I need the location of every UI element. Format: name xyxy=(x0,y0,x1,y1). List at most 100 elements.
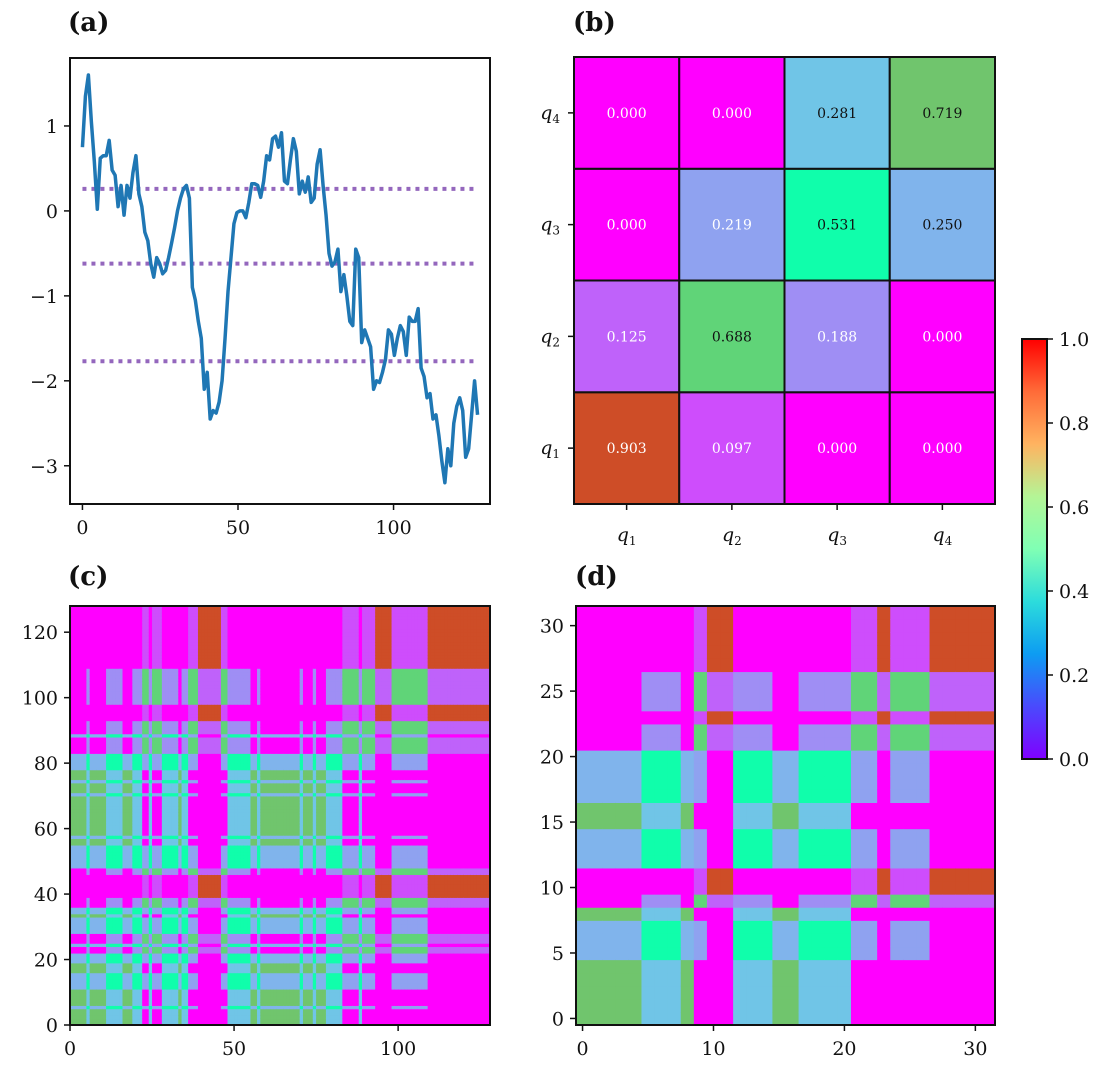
recurrence-cell xyxy=(184,733,189,738)
recurrence-cell xyxy=(112,982,117,987)
recurrence-cell xyxy=(92,998,97,1003)
recurrence-cell xyxy=(79,805,84,810)
recurrence-cell xyxy=(145,786,150,790)
recurrence-cell xyxy=(191,786,196,790)
recurrence-cell xyxy=(142,858,147,862)
recurrence-cell xyxy=(194,959,199,964)
recurrence-cell xyxy=(92,894,97,898)
recurrence-cell xyxy=(138,642,143,646)
recurrence-cell xyxy=(138,812,143,817)
recurrence-cell xyxy=(102,743,107,748)
recurrence-cell xyxy=(92,831,97,836)
recurrence-cell xyxy=(161,802,166,807)
recurrence-cell xyxy=(161,933,166,938)
recurrence-cell xyxy=(132,992,137,997)
recurrence-cell xyxy=(92,939,97,944)
recurrence-cell xyxy=(112,992,117,997)
recurrence-cell xyxy=(115,714,120,718)
recurrence-cell xyxy=(99,998,104,1003)
recurrence-cell xyxy=(79,753,84,758)
recurrence-cell xyxy=(165,890,170,895)
recurrence-cell xyxy=(112,678,117,682)
recurrence-cell xyxy=(135,756,140,761)
recurrence-cell xyxy=(175,681,179,686)
recurrence-cell xyxy=(79,664,84,669)
recurrence-cell xyxy=(161,756,166,761)
recurrence-cell xyxy=(145,700,150,705)
recurrence-cell xyxy=(194,969,199,974)
recurrence-cell xyxy=(83,959,88,964)
recurrence-cell xyxy=(165,815,170,820)
recurrence-cell xyxy=(171,851,176,856)
recurrence-cell xyxy=(171,779,176,784)
recurrence-cell xyxy=(152,648,156,653)
recurrence-cell xyxy=(106,740,110,745)
recurrence-cell xyxy=(86,658,91,663)
recurrence-cell xyxy=(152,887,156,892)
recurrence-cell xyxy=(96,920,101,925)
recurrence-cell xyxy=(83,619,88,623)
recurrence-cell xyxy=(92,975,97,980)
recurrence-cell xyxy=(102,632,107,637)
recurrence-cell xyxy=(168,795,173,800)
recurrence-cell xyxy=(152,956,156,961)
recurrence-cell xyxy=(125,759,130,764)
recurrence-cell xyxy=(152,992,156,997)
recurrence-cell xyxy=(79,658,84,663)
x-tick-label: 100 xyxy=(375,517,411,539)
recurrence-cell xyxy=(145,609,150,614)
recurrence-cell xyxy=(155,985,160,990)
recurrence-cell xyxy=(168,982,173,987)
recurrence-cell xyxy=(148,920,153,925)
recurrence-cell xyxy=(178,779,183,784)
recurrence-cell xyxy=(86,831,91,836)
recurrence-cell xyxy=(106,645,110,650)
recurrence-cell xyxy=(125,926,130,931)
recurrence-cell xyxy=(175,684,179,689)
recurrence-cell xyxy=(175,772,179,777)
recurrence-cell xyxy=(109,743,114,748)
recurrence-cell xyxy=(99,844,104,849)
recurrence-cell xyxy=(145,841,150,846)
recurrence-cell xyxy=(102,750,107,754)
recurrence-cell xyxy=(96,861,101,866)
recurrence-cell xyxy=(152,812,156,817)
recurrence-cell xyxy=(109,822,114,826)
recurrence-cell xyxy=(115,681,120,686)
recurrence-cell xyxy=(79,746,84,751)
recurrence-cell xyxy=(89,923,94,928)
recurrence-cell xyxy=(181,828,186,833)
recurrence-cell xyxy=(171,645,176,650)
recurrence-cell xyxy=(119,700,124,705)
recurrence-cell xyxy=(119,792,124,797)
recurrence-cell xyxy=(70,1021,74,1026)
recurrence-cell xyxy=(148,995,153,1000)
recurrence-cell xyxy=(119,877,124,882)
recurrence-cell xyxy=(102,733,107,738)
recurrence-cell xyxy=(125,988,130,993)
recurrence-cell xyxy=(148,979,153,984)
recurrence-cell xyxy=(161,684,166,689)
recurrence-cell xyxy=(132,776,137,781)
recurrence-cell xyxy=(184,923,189,928)
recurrence-cell xyxy=(92,622,97,627)
recurrence-cell xyxy=(96,704,101,709)
recurrence-cell xyxy=(79,1011,84,1016)
recurrence-cell xyxy=(165,966,170,970)
recurrence-cell xyxy=(155,625,160,630)
recurrence-cell xyxy=(73,979,78,984)
recurrence-cell xyxy=(109,759,114,764)
recurrence-cell xyxy=(191,697,196,702)
recurrence-cell xyxy=(168,740,173,745)
recurrence-cell xyxy=(132,615,137,620)
recurrence-cell xyxy=(178,982,183,987)
recurrence-cell xyxy=(86,707,91,712)
recurrence-cell xyxy=(178,756,183,761)
recurrence-cell xyxy=(178,759,183,764)
recurrence-cell xyxy=(83,645,88,650)
recurrence-cell xyxy=(178,995,183,1000)
recurrence-cell xyxy=(83,700,88,705)
recurrence-cell xyxy=(96,943,101,948)
recurrence-cell xyxy=(115,903,120,908)
recurrence-cell xyxy=(102,648,107,653)
